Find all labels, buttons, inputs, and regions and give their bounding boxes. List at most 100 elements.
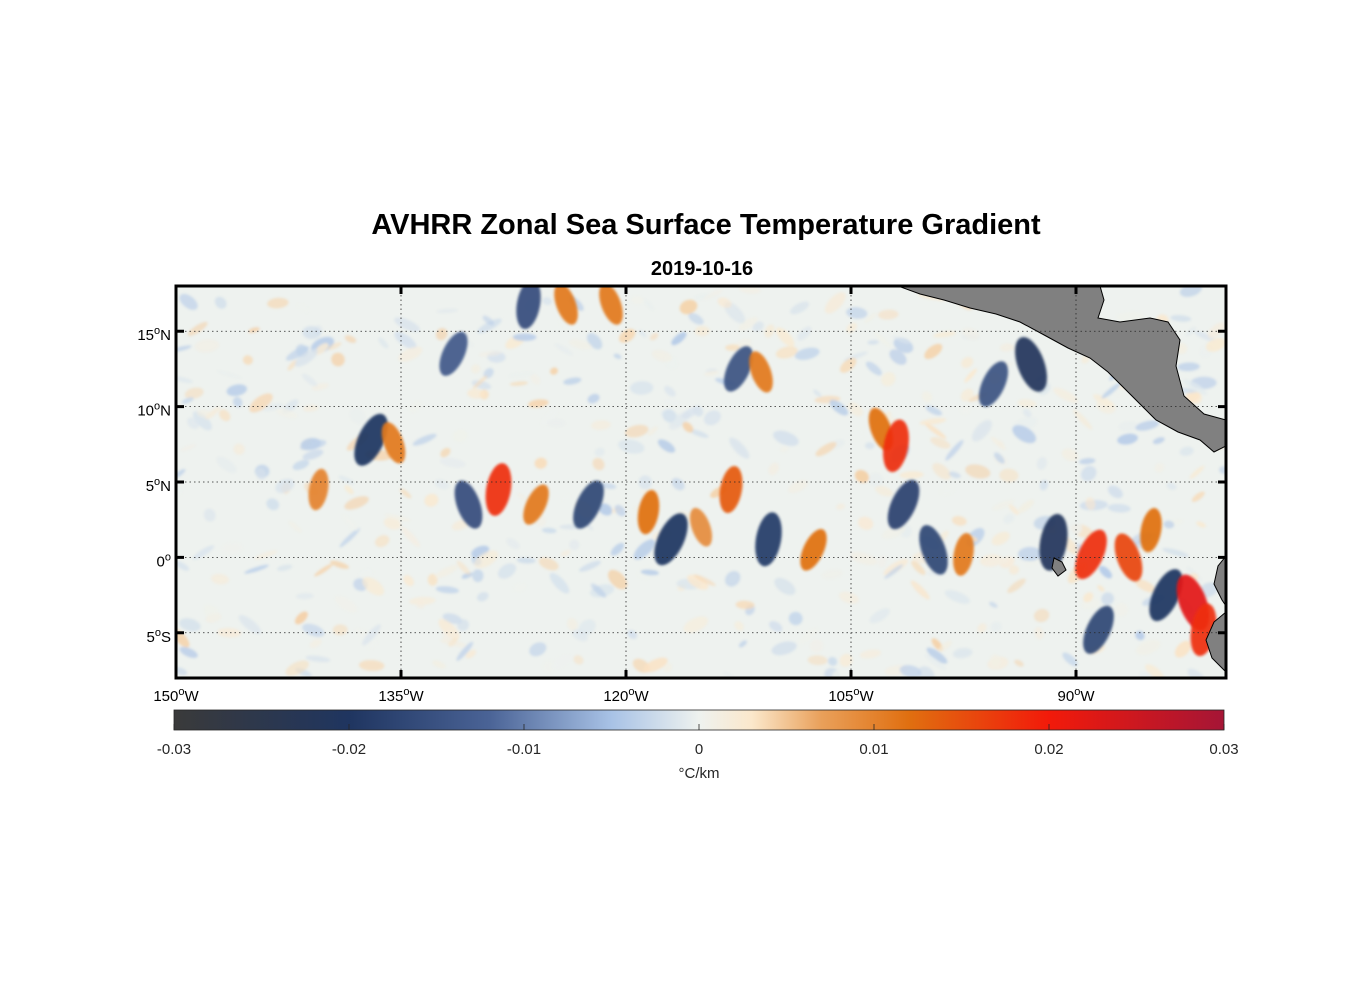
texture-blob: [738, 640, 747, 648]
texture-blob: [180, 444, 196, 452]
texture-blob: [681, 407, 699, 419]
x-tick-label-0-suffix: W: [184, 688, 199, 705]
texture-blob: [1163, 520, 1175, 529]
land-south-america: [1205, 555, 1226, 673]
texture-blob: [608, 569, 628, 590]
texture-blob: [889, 349, 907, 365]
x-tick-label-0-mark: o: [178, 686, 184, 698]
texture-blob: [435, 586, 459, 594]
texture-blob: [452, 429, 468, 442]
texture-blob: [854, 469, 869, 483]
y-tick-label-0-mark: o: [154, 325, 160, 337]
texture-blob: [1177, 362, 1200, 372]
x-tick-label-1-suffix: W: [409, 688, 424, 705]
texture-blob: [338, 475, 355, 485]
gradient-feature-17: [755, 512, 782, 567]
texture-blob: [850, 551, 878, 566]
texture-blob: [1023, 408, 1032, 418]
texture-blob: [439, 458, 466, 468]
texture-blob: [512, 333, 537, 341]
texture-blob: [892, 336, 910, 344]
texture-blob: [977, 623, 987, 633]
texture-blob: [840, 357, 857, 373]
texture-blob: [550, 367, 558, 375]
texture-blob: [354, 627, 370, 638]
texture-blob: [1174, 640, 1192, 658]
y-tick-label-3-deg: 0: [157, 553, 165, 570]
texture-blob: [1185, 326, 1196, 337]
texture-blob: [578, 619, 596, 636]
texture-blob: [362, 624, 381, 646]
texture-blob: [687, 574, 709, 590]
texture-blob: [703, 289, 723, 300]
texture-blob: [528, 399, 549, 408]
texture-blob: [911, 560, 926, 575]
texture-blob: [664, 385, 676, 397]
texture-blob: [662, 409, 676, 423]
texture-blob: [383, 517, 401, 530]
texture-blob: [1166, 482, 1177, 490]
texture-blob: [542, 659, 556, 674]
texture-blob: [184, 387, 204, 399]
texture-blob: [1034, 626, 1044, 640]
texture-blob: [214, 296, 227, 309]
gradient-feature-11: [637, 490, 660, 535]
texture-blob: [1205, 338, 1226, 352]
texture-blob: [921, 391, 933, 403]
texture-blob: [798, 627, 819, 645]
texture-blob: [1108, 485, 1123, 499]
texture-blob: [1083, 592, 1094, 603]
texture-blob: [859, 649, 881, 659]
gradient-feature-27: [1075, 529, 1107, 580]
texture-blob: [884, 564, 904, 579]
colorbar-tick-label-3: 0: [695, 741, 703, 758]
y-tick-label-0-deg: 15: [137, 327, 154, 344]
texture-blob: [255, 468, 266, 481]
texture-blob: [952, 647, 973, 659]
gradient-feature-12: [654, 513, 688, 566]
texture-blob: [877, 555, 887, 568]
sst-gradient-field: [176, 286, 1226, 678]
texture-blob: [179, 293, 198, 310]
texture-blob: [477, 592, 489, 602]
texture-blob: [435, 565, 458, 578]
texture-blob: [1079, 458, 1096, 465]
texture-blob: [1187, 668, 1206, 678]
texture-blob: [187, 321, 208, 336]
texture-blob: [671, 477, 685, 491]
x-tick-label-3: 105oW: [828, 686, 874, 705]
x-tick-label-4-suffix: W: [1080, 688, 1095, 705]
texture-blob: [633, 539, 655, 560]
texture-blob: [349, 407, 366, 424]
texture-blob: [1003, 513, 1015, 524]
texture-blob: [1097, 585, 1105, 592]
texture-blob: [610, 542, 625, 556]
gradient-feature-2: [308, 468, 329, 511]
chart-title: AVHRR Zonal Sea Surface Temperature Grad…: [371, 209, 1041, 241]
texture-blob: [991, 531, 1010, 546]
texture-blob: [851, 427, 865, 441]
chart-subtitle: 2019-10-16: [651, 258, 753, 280]
x-tick-label-4-deg: 90: [1058, 688, 1075, 705]
gradient-feature-33: [1083, 605, 1114, 654]
texture-blob: [1145, 664, 1165, 678]
texture-blob: [1114, 602, 1129, 617]
texture-blob: [1191, 491, 1205, 502]
texture-blob: [567, 618, 578, 631]
texture-blob: [416, 601, 425, 609]
texture-blob: [1189, 465, 1205, 479]
land-layer: [897, 286, 1226, 673]
texture-blob: [924, 343, 943, 360]
texture-blob: [723, 671, 736, 678]
texture-blob: [734, 621, 744, 631]
texture-blob: [917, 666, 935, 678]
texture-blob: [286, 346, 310, 361]
gradient-feature-16: [749, 351, 773, 393]
texture-blob: [960, 388, 974, 402]
texture-blob: [910, 580, 930, 600]
texture-blob: [573, 655, 584, 665]
gradient-feature-26: [1039, 513, 1068, 571]
x-tick-label-1-mark: o: [403, 686, 409, 698]
texture-blob: [839, 653, 853, 667]
x-tick-label-2-suffix: W: [634, 688, 649, 705]
